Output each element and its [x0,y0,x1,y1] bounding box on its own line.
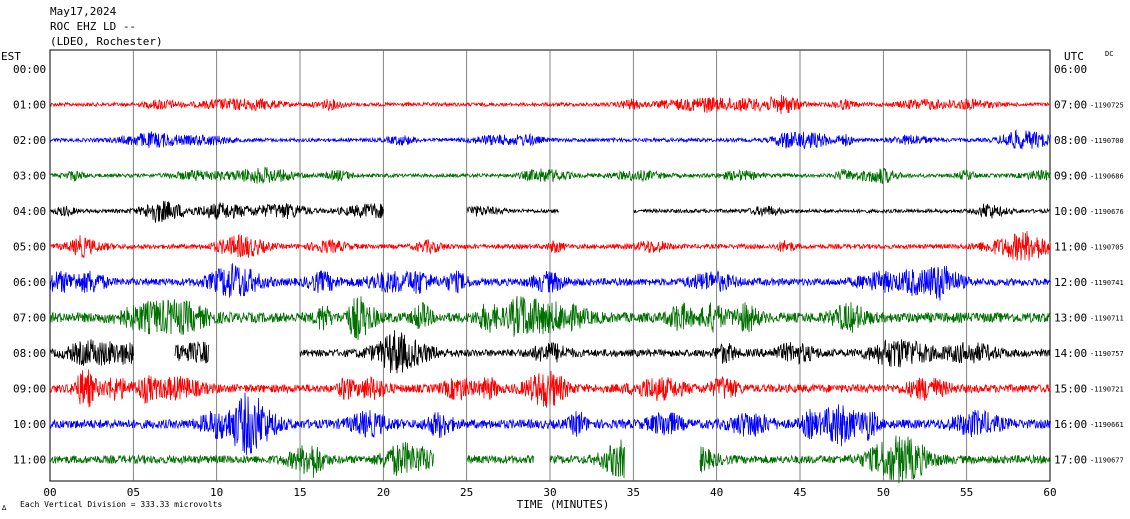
trace-0100 [50,94,1051,115]
dc-value-1400: -1190757 [1090,350,1124,358]
utc-label-0700: 07:00 [1054,99,1087,112]
dc-corner-label: DC [1105,50,1113,58]
x-tick-label-00: 00 [43,486,56,499]
est-label-0400: 04:00 [13,205,46,218]
x-tick-label-25: 25 [460,486,473,499]
x-tick-label-15: 15 [293,486,306,499]
utc-label-1400: 14:00 [1054,347,1087,360]
dc-value-1100: -1190705 [1090,244,1124,252]
x-tick-label-45: 45 [793,486,806,499]
header-date: May17,2024 [50,5,117,18]
utc-label-1600: 16:00 [1054,418,1087,431]
dc-value-0900: -1190686 [1090,173,1124,181]
x-tick-label-50: 50 [877,486,890,499]
utc-label-1700: 17:00 [1054,454,1087,467]
dc-value-1700: -1190677 [1090,457,1124,465]
est-label-0000: 00:00 [13,63,46,76]
est-axis-title: EST [1,50,21,63]
x-tick-label-40: 40 [710,486,723,499]
x-axis-title: TIME (MINUTES) [517,498,610,511]
est-label-1000: 10:00 [13,418,46,431]
dc-value-0800: -1190700 [1090,137,1124,145]
chart-labels: 00 05 10 15 20 25 30 35 40 45 50 55 60 EST UTC DC TIME (… [1,50,1124,512]
trace-0400 [49,200,1051,223]
est-label-0700: 07:00 [13,312,46,325]
dc-value-1300: -1190711 [1090,315,1124,323]
est-label-0200: 02:00 [13,134,46,147]
scale-note: Each Vertical Division = 333.33 microvol… [20,500,222,509]
x-tick-label-55: 55 [960,486,973,499]
x-tick-label-20: 20 [377,486,390,499]
x-tick-label-60: 60 [1043,486,1056,499]
trace-0900 [49,369,1051,408]
trace-1100 [49,435,1051,484]
x-tick-label-30: 30 [543,486,556,499]
header-station: ROC EHZ LD -- [50,20,137,33]
dc-value-1600: -1190661 [1090,421,1124,429]
trace-0300 [49,166,1051,185]
seismic-traces [49,94,1051,484]
trace-1000 [49,392,1051,455]
dc-value-1000: -1190676 [1090,208,1124,216]
est-label-0600: 06:00 [13,276,46,289]
utc-label-1000: 10:00 [1054,205,1087,218]
footer-mark: ∆ [1,504,7,512]
est-label-0300: 03:00 [13,170,46,183]
dc-value-1200: -1190741 [1090,279,1124,287]
header-network: (LDEO, Rochester) [50,35,163,48]
utc-label-1100: 11:00 [1054,241,1087,254]
utc-label-0900: 09:00 [1054,170,1087,183]
chart-grid [49,49,1051,482]
trace-0500 [49,230,1051,261]
est-label-0500: 05:00 [13,241,46,254]
est-label-0800: 08:00 [13,347,46,360]
utc-label-0800: 08:00 [1054,134,1087,147]
dc-value-1500: -1190721 [1090,386,1124,394]
est-label-1100: 11:00 [13,454,46,467]
est-label-0100: 01:00 [13,99,46,112]
x-tick-label-10: 10 [210,486,223,499]
trace-0800 [49,330,1051,374]
trace-0700 [49,295,1051,341]
trace-0600 [49,262,1051,301]
est-label-0900: 09:00 [13,383,46,396]
utc-label-1300: 13:00 [1054,312,1087,325]
dc-value-0700: -1190725 [1090,102,1124,110]
utc-label-0600: 06:00 [1054,63,1087,76]
utc-axis-title: UTC [1064,50,1084,63]
x-tick-label-05: 05 [127,486,140,499]
utc-label-1500: 15:00 [1054,383,1087,396]
trace-0200 [49,128,1051,150]
utc-label-1200: 12:00 [1054,276,1087,289]
x-tick-label-35: 35 [627,486,640,499]
